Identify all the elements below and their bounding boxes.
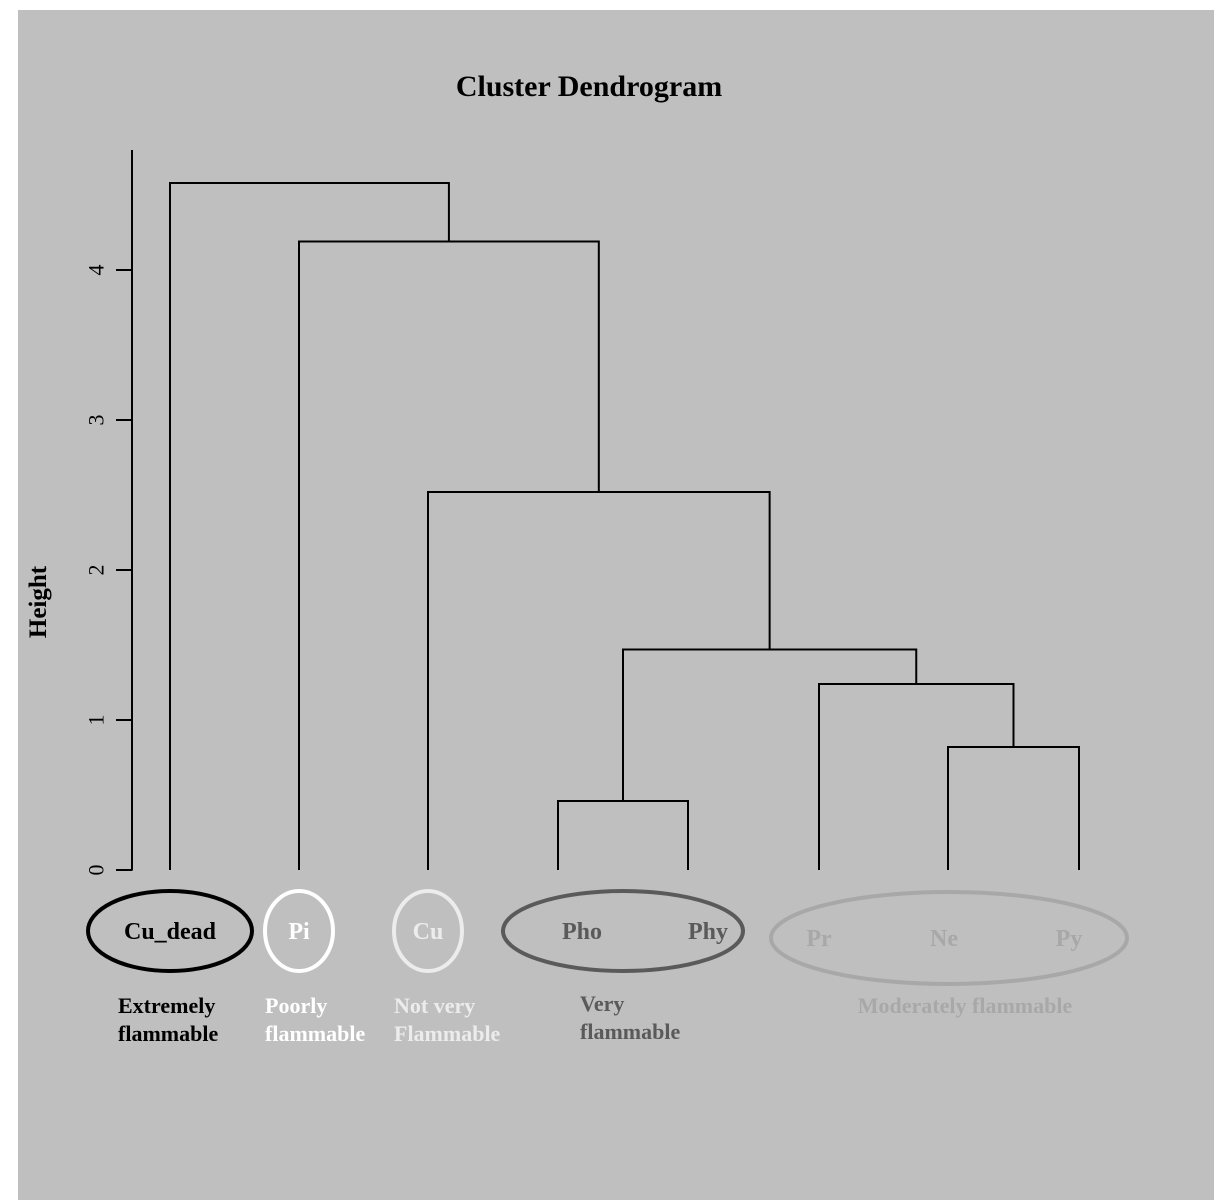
y-tick-label: 1 (84, 715, 109, 726)
group-label: Flammable (394, 1021, 501, 1046)
merge-link (818, 683, 1015, 870)
group-label: flammable (265, 1021, 365, 1046)
chart-title: Cluster Dendrogram (456, 70, 722, 103)
leaf-label: Py (1056, 926, 1083, 952)
dendrogram-chart: Cluster Dendrogram Height 0 1 2 3 4 Cu_dead E… (25, 70, 1129, 1046)
merge-link (169, 182, 450, 870)
y-axis: 0 1 2 3 4 (84, 150, 133, 876)
y-tick-label: 2 (84, 565, 109, 576)
leaf-label: Phy (688, 919, 728, 945)
merge-link (427, 491, 771, 870)
merge-link (557, 800, 689, 870)
y-tick-label: 4 (84, 265, 109, 276)
plot-panel: Cluster Dendrogram Height 0 1 2 3 4 Cu_dead E… (18, 10, 1214, 1200)
leaf-label: Pr (806, 926, 832, 952)
group-label: Extremely (118, 993, 215, 1018)
leaf-label: Cu_dead (124, 919, 217, 945)
merge-link (947, 746, 1080, 870)
group-ellipse (263, 889, 335, 973)
group-label: Poorly (265, 993, 327, 1018)
group-label: Moderately flammable (858, 993, 1073, 1018)
group-ellipse (501, 889, 745, 973)
dendrogram-tree (169, 182, 1080, 870)
leaf-label: Ne (930, 926, 958, 952)
group-ellipse (86, 889, 254, 973)
flammability-groups: Cu_dead Extremely flammable Pi Poorly flammab… (86, 889, 1129, 1046)
y-tick-label: 0 (84, 865, 109, 876)
group-label: Very (580, 991, 624, 1016)
y-axis-label: Height (25, 565, 52, 638)
group-label: flammable (580, 1019, 680, 1044)
group-label: flammable (118, 1021, 218, 1046)
group-label: Not very (394, 993, 475, 1018)
leaf-label: Pi (288, 919, 310, 945)
leaf-label: Pho (562, 919, 602, 945)
leaf-label: Cu (413, 919, 444, 945)
merge-link (298, 240, 600, 870)
group-ellipse (769, 890, 1129, 986)
merge-link (622, 648, 918, 801)
group-ellipse (392, 889, 464, 973)
y-tick-label: 3 (84, 415, 109, 426)
